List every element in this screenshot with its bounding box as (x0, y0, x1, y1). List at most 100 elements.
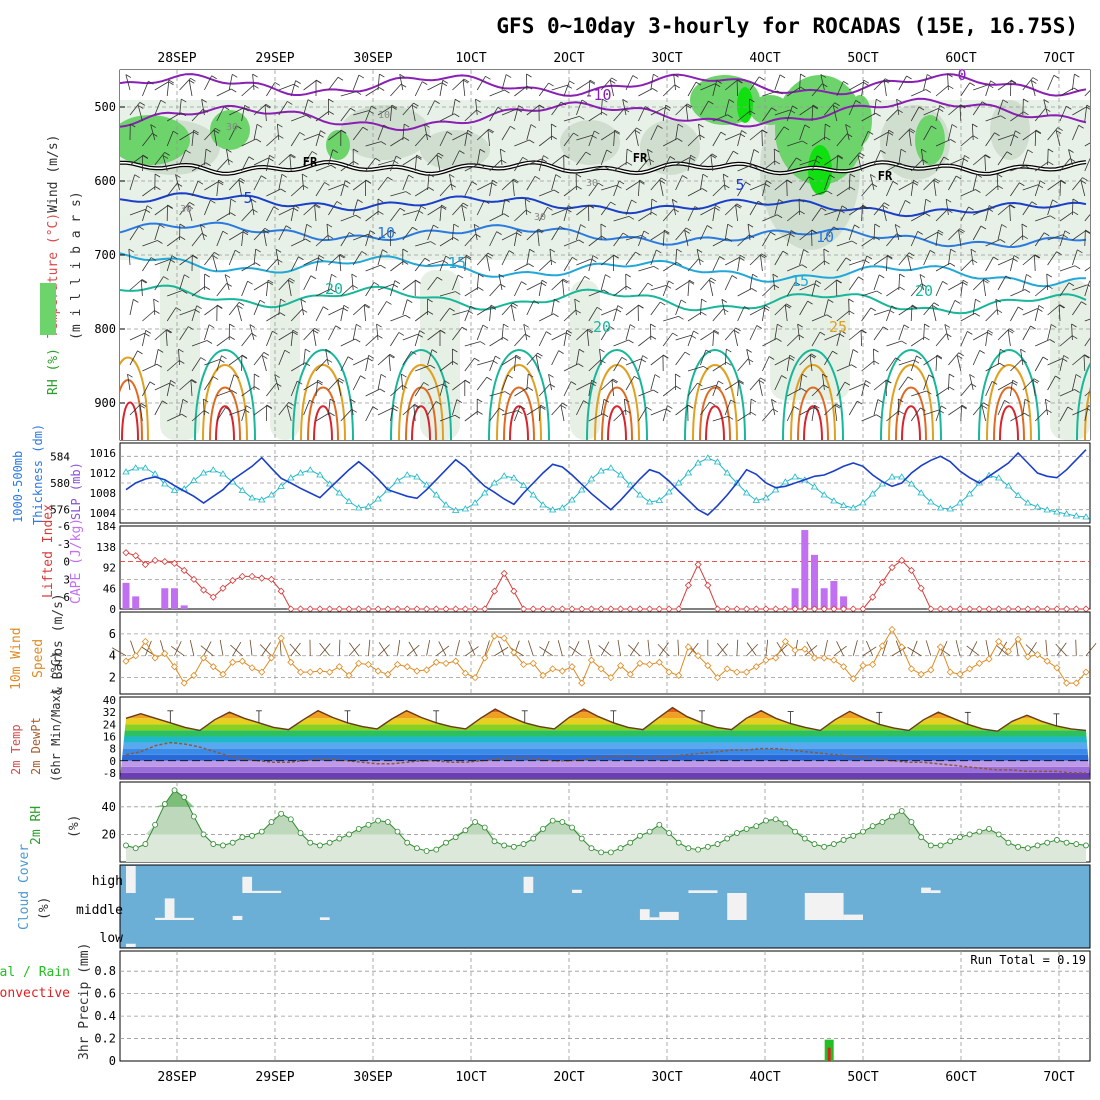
wind-barb (377, 407, 393, 416)
wind-barb-flag (150, 124, 156, 128)
wind-barb-flag (664, 229, 670, 234)
wind-barb (935, 209, 948, 222)
wind10m-speed-point (927, 666, 935, 674)
svg-text:RH (%)Temperature (°C)Wind (m/: RH (%)Temperature (°C)Wind (m/s) (46, 135, 61, 395)
wind-barb-flag (399, 207, 406, 212)
wind-barb-flag (499, 407, 505, 412)
wind-barb (749, 253, 762, 266)
wind-barb-flag (905, 200, 911, 204)
wind-barb-flag (272, 330, 278, 335)
wind10m-barb (1085, 643, 1097, 656)
wind-barb (576, 349, 580, 366)
wind-barb-flag (255, 262, 261, 267)
wind-barb-flag (529, 248, 535, 253)
lifted-index-line-point (180, 566, 188, 575)
wind-barb-flag (849, 186, 856, 191)
wind-barb (237, 305, 242, 322)
wind-barb-flag (504, 198, 510, 203)
wind10m-speed-point (830, 656, 838, 664)
wind10m-speed-point (578, 679, 586, 687)
wind10m-speed-point (1072, 679, 1080, 687)
wind-barb-flag (301, 173, 308, 178)
wind-barb-flag (203, 410, 210, 414)
wind-barb-flag (739, 257, 745, 261)
thickness-slp-lines (122, 449, 1090, 520)
wind-barb (253, 300, 261, 316)
wind-barb-flag (1024, 398, 1031, 403)
wind10m-barb (806, 641, 815, 656)
wind-barb (935, 156, 945, 172)
y-tick-label: 0 (109, 755, 116, 768)
wind-barb-flag (777, 323, 783, 328)
wind10m-speed-line (122, 625, 1090, 687)
wind-barb (737, 181, 746, 197)
wind10m-barb (629, 641, 640, 656)
wind-barb-flag (926, 74, 933, 78)
wind-barb-flag (315, 79, 322, 84)
wind-barb (787, 140, 803, 147)
rh2m-line-point (937, 842, 944, 849)
wind-barb (948, 374, 950, 391)
wind-barb-flag (724, 184, 730, 189)
wind-barb-flag (779, 74, 786, 79)
wind-barb (187, 205, 193, 222)
diurnal-contour (993, 386, 1025, 440)
wind-barb (129, 102, 141, 116)
wind-barb (898, 181, 913, 191)
wind-barb (609, 80, 614, 97)
wind-barb (1072, 284, 1088, 291)
wind-barb (600, 99, 603, 116)
wind-barb-flag (487, 129, 494, 134)
wind-barb-flag (431, 349, 438, 353)
wind-barb (638, 335, 652, 347)
wind-barb-flag (205, 148, 212, 153)
wind-barb-flag (1046, 409, 1052, 414)
wind10m-speed-point (752, 663, 760, 671)
wind-barb (190, 380, 193, 397)
rh2m-line-point (132, 845, 139, 852)
wind10m-barb (1027, 642, 1037, 656)
wind-barb (985, 205, 990, 222)
rh2m-line-point (637, 832, 643, 839)
slp-line-point (442, 501, 450, 508)
date-label-top: 2OCT (553, 51, 584, 66)
wind-barb-flag (752, 273, 758, 278)
wind-barb-flag (566, 329, 572, 334)
diurnal-contour (120, 356, 149, 440)
wind10m-speed-point (655, 658, 663, 666)
precip-conv-bar (827, 1047, 831, 1061)
y-tick-label: 580 (50, 477, 70, 490)
slp-line-point (258, 496, 266, 503)
wind-barb-flag (259, 299, 266, 304)
wind-barb-flag (699, 134, 705, 139)
wind-barb (377, 124, 385, 141)
wind-barb (1034, 356, 1044, 372)
wind-barb-flag (903, 324, 910, 329)
wind-barb (736, 79, 738, 97)
wind-barb-flag (525, 209, 532, 214)
wind10m-barb (484, 640, 490, 656)
wind-barb (328, 307, 343, 316)
wind10m-barb (1075, 639, 1077, 656)
wind-barb (724, 79, 738, 91)
wind-barb-flag (971, 259, 978, 264)
wind-barb-flag (972, 123, 978, 128)
wind-barb-flag (546, 331, 552, 335)
wind-barb (328, 378, 340, 391)
wind-barb (959, 105, 962, 122)
wind-barb (427, 330, 441, 341)
wind-barb-flag (908, 129, 915, 134)
wind10m-speed-point (393, 660, 402, 669)
upper-air-grid (120, 70, 1090, 440)
wind-barb (687, 280, 690, 297)
wind10m-speed-point (898, 643, 906, 651)
wind-barb-flag (551, 135, 558, 140)
wind-barb (576, 204, 590, 216)
wind-barb (787, 388, 802, 397)
wind-barb-flag (1019, 182, 1025, 187)
wind-barb (675, 103, 688, 116)
wind-barb-flag (353, 161, 359, 165)
wind-barb-flag (241, 354, 248, 359)
wind-barb (390, 314, 406, 322)
wind-barb (402, 156, 417, 166)
